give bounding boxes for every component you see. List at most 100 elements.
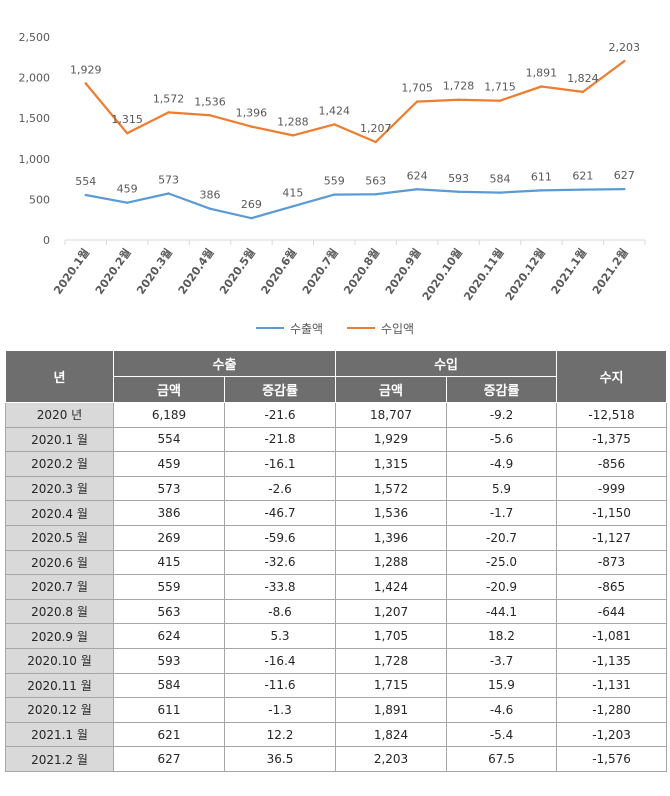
x-tick-label: 2020.7월	[299, 246, 341, 297]
cell-export-change: -8.6	[223, 598, 337, 625]
data-label: 1,536	[194, 95, 226, 108]
data-point	[208, 207, 212, 210]
data-point	[250, 216, 253, 220]
cell-import-change: -5.6	[446, 426, 558, 453]
legend-swatch-import	[346, 327, 375, 329]
data-point	[581, 188, 585, 191]
data-label: 1,207	[360, 122, 392, 135]
cell-export-amount: 563	[113, 598, 225, 625]
cell-export-change: -1.3	[223, 697, 337, 723]
cell-export-amount: 624	[113, 623, 225, 649]
data-label: 1,891	[526, 66, 558, 79]
cell-row-label: 2020 년	[5, 402, 114, 428]
table-row: 2020.11 월 584 -11.6 1,715 15.9 -1,131	[5, 672, 668, 699]
cell-export-amount: 627	[113, 746, 225, 772]
cell-balance: -1,135	[556, 647, 668, 674]
table-row: 2020.9 월 624 5.3 1,705 18.2 -1,081	[5, 623, 668, 649]
cell-balance: -644	[556, 598, 668, 625]
data-label: 1,315	[111, 113, 143, 126]
y-tick-label: 500	[29, 193, 50, 206]
data-point	[623, 59, 626, 63]
cell-import-change: 18.2	[446, 623, 558, 649]
x-tick-label: 2021.1월	[548, 246, 590, 297]
data-point	[250, 125, 253, 128]
x-tick-label: 2020.11월	[460, 246, 506, 303]
data-label: 554	[75, 175, 96, 188]
cell-import-amount: 1,728	[335, 647, 448, 674]
cell-row-label: 2020.12 월	[5, 697, 114, 723]
data-point	[208, 114, 212, 117]
data-point	[84, 193, 87, 197]
cell-export-amount: 415	[113, 549, 225, 576]
cell-row-label: 2020.6 월	[5, 549, 114, 576]
data-point	[374, 140, 377, 144]
data-point	[84, 82, 87, 85]
cell-export-change: -16.4	[223, 647, 337, 674]
cell-export-change: -16.1	[223, 451, 337, 477]
cell-row-label: 2020.2 월	[5, 451, 114, 477]
cell-import-amount: 1,315	[335, 451, 448, 477]
legend-item-export: 수출액	[255, 320, 323, 337]
cell-balance: -856	[556, 451, 668, 477]
data-label: 1,929	[70, 63, 102, 76]
cell-import-amount: 18,707	[335, 402, 448, 428]
cell-import-change: -20.7	[446, 524, 558, 551]
y-tick-label: 2,500	[19, 31, 51, 44]
data-point	[457, 190, 460, 194]
legend-label-import: 수입액	[380, 321, 415, 336]
cell-balance: -865	[556, 574, 668, 600]
x-tick-label: 2020.3월	[133, 246, 175, 297]
table-row: 2021.1 월 621 12.2 1,824 -5.4 -1,203	[5, 721, 668, 748]
header-export: 수출	[112, 350, 337, 377]
x-tick-label: 2020.10월	[419, 246, 465, 303]
data-label: 1,288	[277, 115, 309, 128]
header-import: 수입	[335, 350, 558, 377]
data-label: 1,424	[319, 104, 351, 117]
data-label: 269	[241, 198, 262, 211]
x-tick-label: 2020.9월	[382, 246, 424, 297]
table-row: 2020.7 월 559 -33.8 1,424 -20.9 -865	[5, 574, 668, 600]
cell-balance: -12,518	[556, 402, 668, 428]
cell-balance: -1,280	[556, 697, 668, 723]
y-tick-label: 0	[43, 234, 50, 247]
legend-swatch-export	[255, 327, 284, 329]
cell-export-amount: 386	[113, 500, 225, 526]
series-line-export	[85, 187, 625, 220]
data-point	[125, 132, 129, 135]
table-row: 2020.5 월 269 -59.6 1,396 -20.7 -1,127	[5, 524, 668, 551]
cell-row-label: 2020.5 월	[5, 524, 114, 551]
cell-export-change: -32.6	[223, 549, 337, 576]
cell-import-change: -5.4	[446, 721, 558, 748]
data-point	[167, 192, 170, 195]
cell-import-amount: 1,572	[335, 475, 448, 502]
data-label: 386	[200, 189, 221, 202]
cell-import-change: -20.9	[446, 574, 558, 600]
header-export-amount: 금액	[113, 376, 225, 403]
data-point	[623, 187, 626, 191]
data-point	[374, 193, 377, 196]
cell-import-change: -44.1	[446, 598, 558, 625]
cell-row-label: 2020.3 월	[5, 475, 114, 502]
cell-import-amount: 1,715	[335, 672, 448, 699]
cell-balance: -1,375	[556, 426, 668, 453]
data-point	[291, 205, 295, 208]
header-year: 년	[5, 350, 114, 403]
data-label: 624	[407, 169, 428, 182]
cell-balance: -873	[556, 549, 668, 576]
cell-export-change: -11.6	[223, 672, 337, 699]
cell-import-amount: 1,891	[335, 697, 448, 723]
trade-table: 년 수출 수입 수지 금액 증감률 금액 증감률 2020 년 6,189 -21.…	[5, 350, 668, 772]
table-row: 2020.1 월 554 -21.8 1,929 -5.6 -1,375	[5, 426, 668, 453]
cell-import-change: 67.5	[446, 746, 558, 772]
data-label: 563	[365, 174, 386, 187]
data-point	[333, 193, 336, 196]
data-label: 559	[324, 175, 345, 188]
data-point	[581, 90, 585, 94]
cell-import-amount: 1,207	[335, 598, 448, 625]
data-label: 584	[490, 173, 511, 186]
data-point	[415, 188, 419, 191]
data-label: 621	[572, 170, 593, 183]
data-point	[291, 134, 295, 137]
cell-balance: -1,127	[556, 524, 668, 551]
cell-export-amount: 573	[113, 475, 225, 502]
